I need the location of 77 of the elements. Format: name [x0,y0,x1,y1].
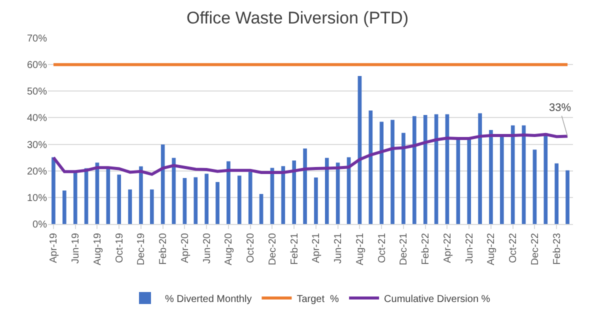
x-tick-label: Oct-20 [246,232,257,264]
x-tick-label: Aug-19 [92,232,104,266]
x-tick-label: Aug-20 [224,232,235,266]
line-series [52,132,570,176]
bar [73,171,78,224]
bar [324,158,329,224]
x-tick-label: Jun-21 [333,232,344,264]
bar [292,160,296,224]
bar [554,163,559,224]
y-tick-label: 50% [26,86,48,98]
x-tick-label: Feb-20 [158,232,170,265]
x-tick-label: Jun-19 [70,232,82,264]
bar [456,138,460,224]
data-label: 33% [549,102,572,114]
bar [390,120,394,224]
y-tick-label: 30% [26,140,48,151]
bar [402,132,406,224]
bar [532,150,537,224]
bar [62,190,66,224]
bar [510,125,515,224]
x-tick-label: Oct-19 [114,232,126,264]
bar [226,161,230,224]
chart-title: Office Waste Diversion (PTD) [186,8,408,28]
legend-label: Cumulative Diversion % [384,294,490,305]
x-tick-label: Oct-21 [376,232,388,264]
bar [489,130,493,224]
bar [314,178,318,224]
bar [52,157,56,224]
bar [139,166,143,224]
x-tick-label: Dec-21 [398,232,410,266]
x-tick-label: Apr-20 [180,232,191,264]
x-tick-label: Dec-22 [530,232,541,266]
x-tick-label: Jun-20 [202,232,213,264]
bar [544,133,548,224]
bar [106,168,110,224]
y-tick-label: 0% [32,220,48,230]
bar [194,177,198,224]
legend-label: Target % [296,294,340,305]
bar [368,110,373,224]
bar [150,189,154,224]
bar [248,172,252,224]
bar [336,162,340,224]
y-tick-label: 40% [26,113,48,124]
y-tick-label: 10% [26,192,48,204]
x-tick-label: Dec-20 [267,232,278,266]
bar [467,138,472,224]
bar [566,170,570,224]
x-tick-label: Feb-21 [289,232,300,265]
bar [412,116,416,224]
x-tick-label: Aug-22 [486,232,498,266]
x-tick-label: Oct-22 [508,232,520,264]
bar [259,194,264,224]
bar [182,178,187,224]
x-tick-label: Apr-22 [442,232,454,264]
bar [117,174,122,224]
bar [160,144,165,224]
bar [128,189,132,224]
x-tick-label: Apr-21 [311,232,322,264]
bar [478,113,482,224]
bar [423,115,428,224]
x-tick-label: Apr-19 [48,232,60,264]
bar [500,136,504,224]
x-tick-label: Feb-23 [552,232,563,265]
bar [303,148,307,224]
x-tick-label: Aug-21 [354,232,366,266]
x-tick-label: Dec-19 [136,232,148,266]
bar [237,176,242,224]
y-tick-label: 70% [26,34,48,44]
y-tick-label: 60% [26,60,48,72]
x-tick-label: Feb-22 [420,232,432,265]
bar [204,174,209,224]
x-tick-label: Jun-22 [464,232,476,264]
legend-label: % Diverted Monthly [165,294,252,305]
bar [216,182,220,224]
bar [380,122,384,224]
y-tick-label: 20% [26,166,48,178]
bar [281,166,286,224]
